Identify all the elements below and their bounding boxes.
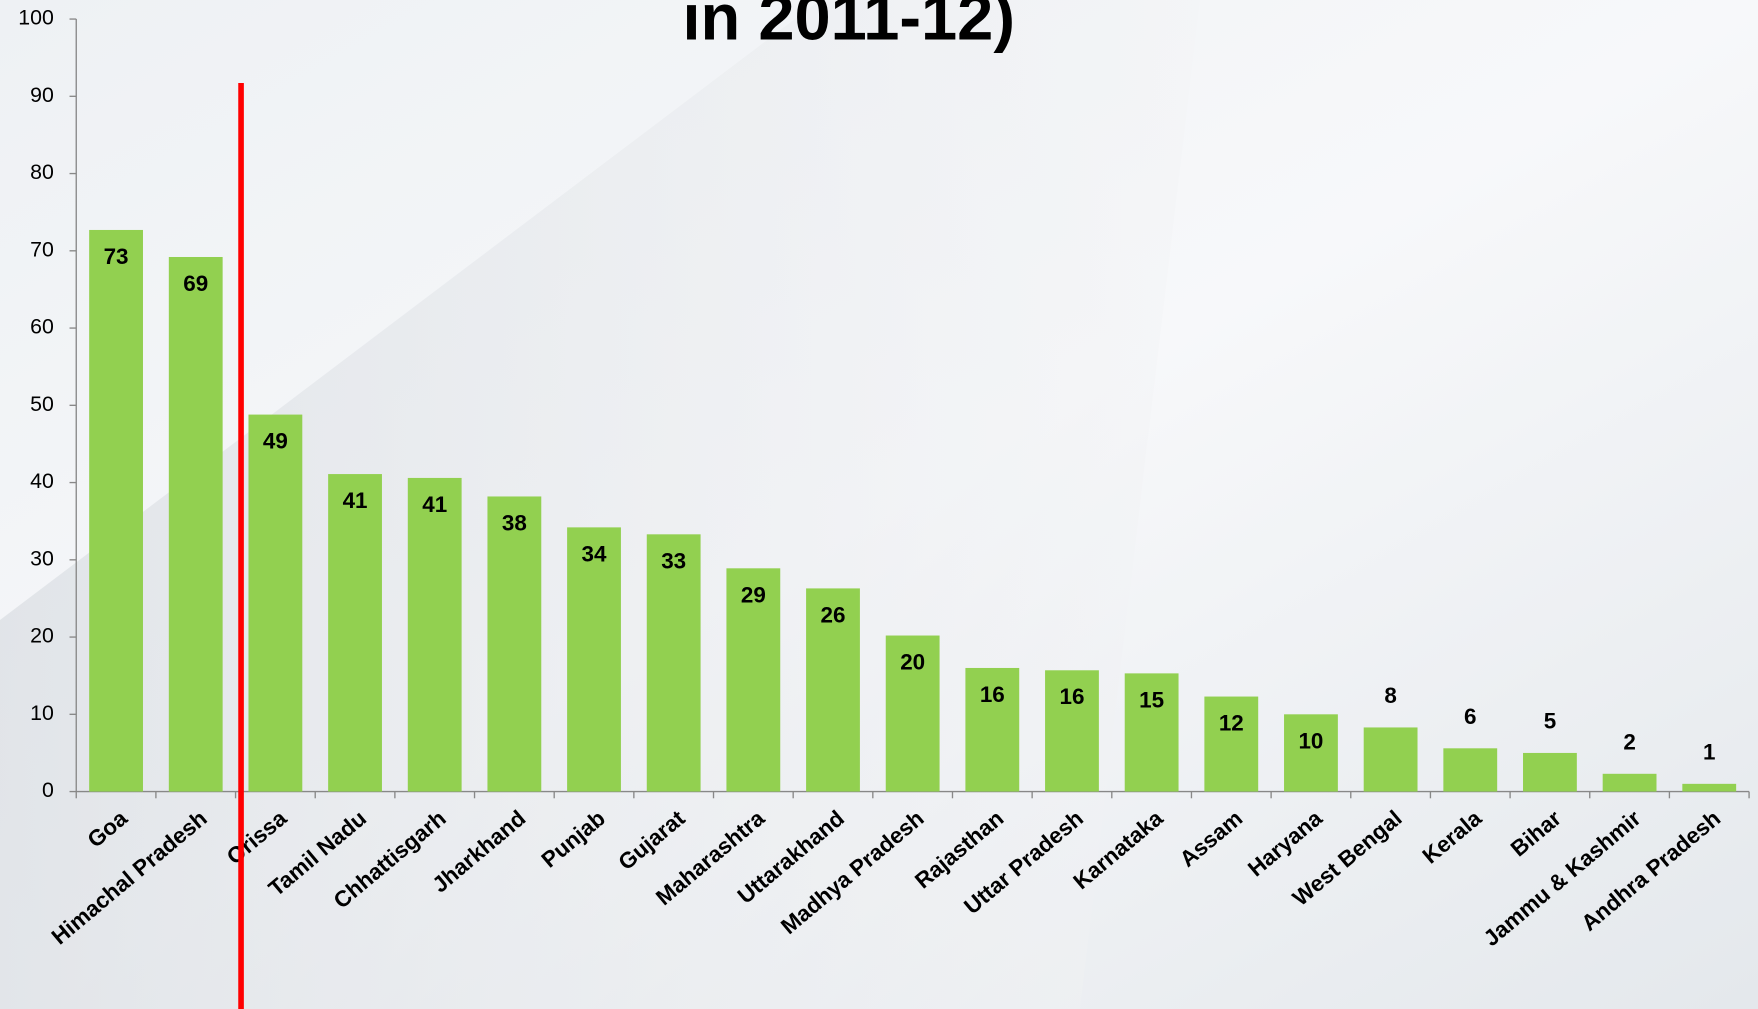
bar bbox=[1124, 673, 1179, 792]
y-tick-label: 90 bbox=[30, 83, 54, 107]
bar bbox=[1443, 748, 1498, 792]
y-tick-label: 30 bbox=[30, 546, 54, 570]
bar bbox=[487, 496, 542, 792]
bar bbox=[248, 414, 303, 792]
y-tick-label: 0 bbox=[42, 778, 54, 802]
y-tick-label: 20 bbox=[30, 624, 54, 648]
bar bbox=[89, 229, 143, 792]
y-tick-label: 40 bbox=[30, 469, 54, 493]
y-tick-label: 70 bbox=[30, 237, 54, 261]
bar bbox=[328, 474, 382, 792]
bar bbox=[1204, 696, 1259, 792]
bar bbox=[1523, 752, 1577, 792]
value-label: 12 bbox=[1219, 711, 1244, 736]
value-label: 38 bbox=[502, 510, 527, 535]
bar bbox=[1682, 783, 1737, 792]
y-tick-label: 60 bbox=[30, 315, 54, 339]
value-label: 8 bbox=[1384, 683, 1396, 708]
bar bbox=[646, 534, 701, 792]
y-tick-label: 100 bbox=[18, 6, 54, 30]
bar bbox=[407, 477, 462, 792]
value-label: 2 bbox=[1623, 729, 1635, 754]
bar bbox=[1284, 714, 1338, 792]
value-label: 29 bbox=[741, 582, 766, 607]
y-tick-label: 50 bbox=[30, 392, 54, 416]
chart-title: in 2011-12) bbox=[682, 0, 1015, 54]
value-label: 26 bbox=[821, 602, 846, 627]
y-tick-label: 80 bbox=[30, 160, 54, 184]
value-label: 20 bbox=[900, 649, 925, 674]
value-label: 10 bbox=[1298, 728, 1323, 753]
value-label: 41 bbox=[422, 492, 447, 517]
value-label: 15 bbox=[1139, 687, 1164, 712]
value-label: 41 bbox=[343, 488, 368, 513]
bar bbox=[965, 667, 1020, 792]
value-label: 33 bbox=[661, 548, 686, 573]
value-label: 5 bbox=[1544, 709, 1556, 734]
value-label: 16 bbox=[980, 682, 1005, 707]
bar bbox=[1602, 773, 1657, 792]
value-label: 6 bbox=[1464, 704, 1476, 729]
bar bbox=[567, 527, 621, 792]
value-label: 73 bbox=[104, 244, 129, 269]
bar bbox=[806, 588, 860, 792]
bar bbox=[1363, 727, 1418, 792]
bar bbox=[885, 635, 940, 792]
bar bbox=[726, 568, 781, 792]
bar bbox=[1045, 670, 1099, 792]
value-label: 1 bbox=[1703, 739, 1715, 764]
value-label: 49 bbox=[263, 429, 288, 454]
y-tick-label: 10 bbox=[30, 701, 54, 725]
value-label: 34 bbox=[582, 541, 607, 566]
value-label: 69 bbox=[183, 271, 208, 296]
value-label: 16 bbox=[1060, 684, 1085, 709]
bar bbox=[168, 256, 223, 792]
